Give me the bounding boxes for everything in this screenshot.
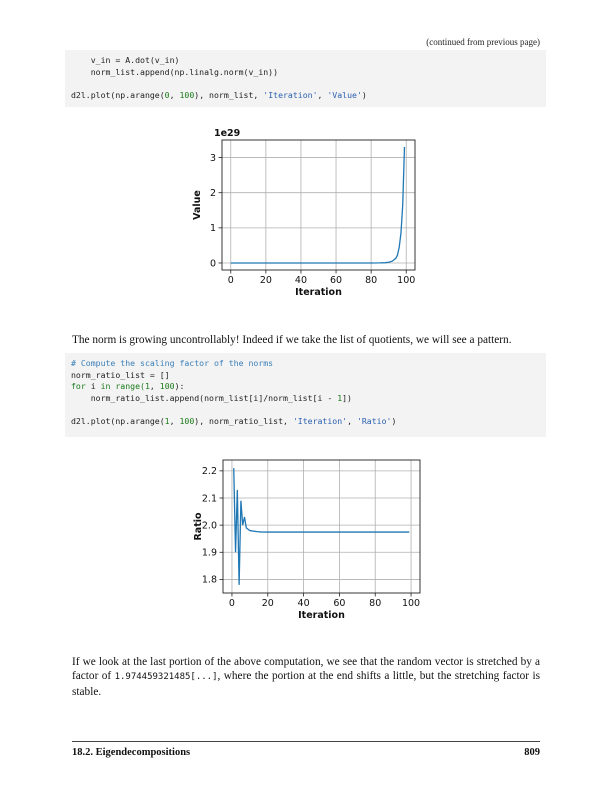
x-tick-label: 20 — [260, 275, 272, 286]
paragraph-text: If we look at the last portion of the ab… — [72, 656, 540, 683]
code-line: d2l.plot(np.arange(1, 100), norm_ratio_l… — [71, 416, 540, 428]
code-token: 'Iteration' — [292, 415, 348, 426]
y-tick-label: 2.1 — [202, 493, 217, 504]
code-token: , — [169, 415, 180, 426]
code-token: , — [169, 89, 180, 100]
x-tick-label: 80 — [365, 275, 377, 286]
code-block-1: v_in = A.dot(v_in) norm_list.append(np.l… — [65, 50, 546, 107]
code-keyword: for — [71, 381, 86, 391]
code-line: norm_ratio_list = [] — [71, 369, 170, 380]
code-token: ), norm_ratio_list, — [194, 415, 293, 426]
code-token: , — [317, 89, 328, 100]
series-line — [230, 147, 406, 264]
ratio-vs-iteration-chart: 0 20 40 60 80 100 1.8 1.9 2.0 2.1 2.2 Iteration Rati… — [193, 459, 421, 621]
x-axis-label: Iteration — [295, 287, 342, 298]
code-token: range( — [110, 381, 145, 391]
code-token: , — [347, 415, 357, 426]
code-token: ): — [174, 381, 185, 391]
x-tick-label: 20 — [262, 598, 274, 609]
y-tick-label: 1.9 — [202, 548, 217, 559]
code-token: 1 — [144, 381, 150, 391]
axis-offset-label: 1e29 — [214, 128, 240, 139]
code-token: 100 — [179, 89, 195, 100]
y-tick-label: 1 — [210, 223, 216, 234]
y-tick-label: 0 — [210, 258, 216, 269]
code-line: for i in range(1, 100): — [71, 381, 540, 393]
y-axis-label: Value — [192, 190, 203, 220]
code-blank-line — [71, 78, 540, 90]
code-token: , — [149, 381, 160, 391]
code-comment: # Compute the scaling factor of the norm… — [71, 358, 274, 368]
code-token: 'Value' — [327, 89, 362, 100]
footer-rule — [72, 741, 540, 742]
code-line: norm_list.append(np.linalg.norm(v_in)) — [71, 66, 279, 77]
code-token: norm_ratio_list.append(norm_list[i]/norm… — [71, 392, 338, 403]
continued-label: (continued from previous page) — [426, 37, 540, 47]
code-line: norm_ratio_list.append(norm_list[i]/norm… — [71, 393, 540, 405]
x-tick-label: 0 — [229, 598, 235, 609]
code-token: ) — [361, 89, 367, 100]
y-tick-label: 1.8 — [202, 575, 217, 586]
paragraph-norm-growth: The norm is growing uncontrollably! Inde… — [72, 334, 512, 346]
code-token: 100 — [159, 381, 175, 391]
x-tick-label: 100 — [397, 275, 415, 286]
code-token: 0 — [164, 89, 170, 100]
y-tick-label: 2.0 — [202, 520, 217, 531]
x-tick-label: 40 — [295, 275, 307, 286]
code-token: 1 — [337, 392, 343, 403]
code-token: ) — [391, 415, 397, 426]
plot-frame — [222, 459, 421, 594]
x-tick-label: 60 — [333, 598, 345, 609]
x-tick-label: 80 — [369, 598, 381, 609]
code-token: d2l.plot(np.arange( — [71, 415, 165, 426]
code-token: ]) — [342, 392, 352, 403]
page-number: 809 — [524, 747, 540, 758]
y-tick-label: 2.2 — [202, 466, 217, 477]
x-tick-label: 40 — [298, 598, 310, 609]
code-token: 'Ratio' — [356, 415, 392, 426]
code-block-2: # Compute the scaling factor of the norm… — [65, 353, 546, 437]
footer-section-title: 18.2. Eigendecompositions — [72, 747, 191, 758]
paragraph-text: , where the portion at the end shifts a … — [72, 670, 540, 698]
value-vs-iteration-chart: 0 20 40 60 80 100 0 1 2 3 Iteration Value 1e29 — [192, 128, 416, 298]
x-tick-label: 0 — [228, 275, 234, 286]
y-axis-label: Ratio — [193, 512, 204, 541]
code-token: 100 — [179, 415, 195, 426]
series-line — [233, 468, 410, 585]
plot-frame — [221, 139, 416, 271]
code-line: d2l.plot(np.arange(0, 100), norm_list, '… — [71, 90, 540, 102]
code-keyword: in — [100, 381, 111, 391]
code-token: ), norm_list, — [194, 89, 264, 100]
x-axis-label: Iteration — [298, 610, 345, 621]
code-token: 1 — [164, 415, 170, 426]
paragraph-stretch-factor: If we look at the last portion of the ab… — [72, 655, 540, 699]
inline-code: 1.974459321485[...] — [114, 672, 218, 683]
code-token: d2l.plot(np.arange( — [71, 89, 165, 100]
x-tick-label: 60 — [330, 275, 342, 286]
code-token: 'Iteration' — [263, 89, 318, 100]
code-blank-line — [71, 404, 540, 416]
code-line: v_in = A.dot(v_in) — [71, 55, 180, 65]
y-tick-label: 2 — [210, 188, 216, 199]
x-tick-label: 100 — [402, 598, 420, 609]
y-tick-label: 3 — [210, 153, 216, 164]
code-token: i — [85, 381, 101, 391]
